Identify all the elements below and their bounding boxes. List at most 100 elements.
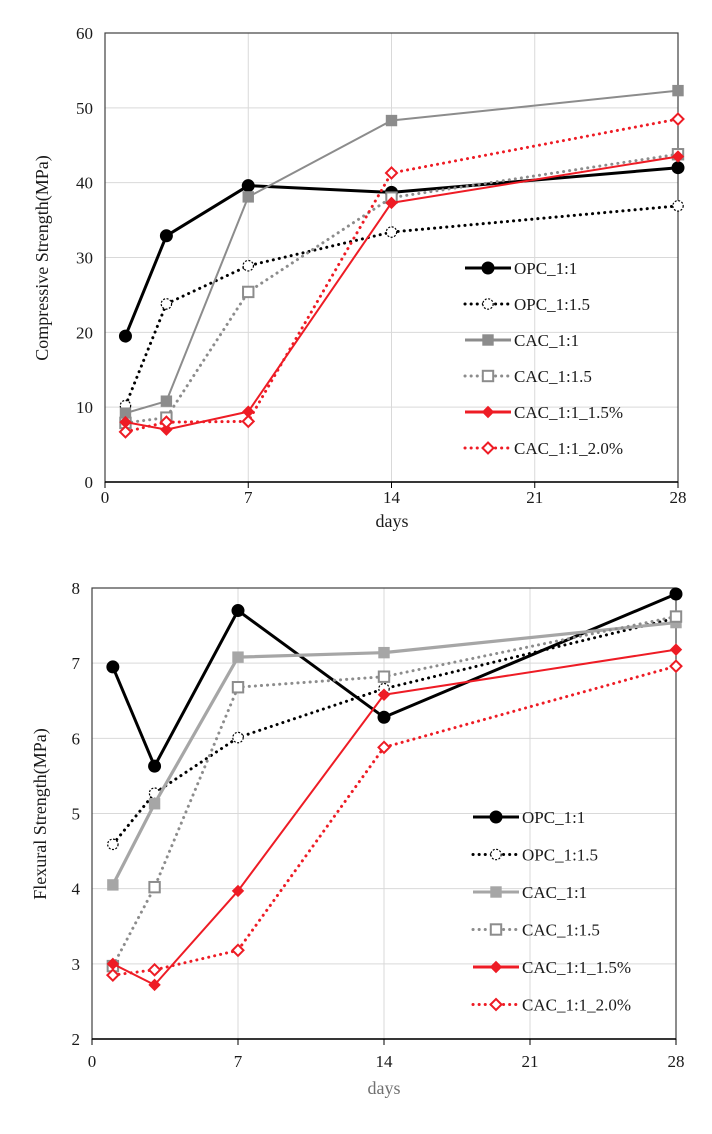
legend-item: CAC_1:1 — [465, 331, 579, 350]
series-cac-1-1-2-0- — [118, 112, 685, 439]
x-axis-label: days — [376, 511, 409, 531]
data-point — [105, 968, 120, 983]
legend-label: OPC_1:1 — [514, 259, 577, 278]
legend-label: CAC_1:1_2.0% — [514, 439, 623, 458]
data-point — [118, 424, 133, 439]
x-tick-label: 7 — [244, 488, 253, 507]
flexural-strength-chart: Flexural Strength(MPa) days 2 3 4 5 6 7 8 0 7 14 2… — [30, 579, 685, 1098]
data-point — [106, 660, 120, 674]
data-point — [377, 740, 391, 755]
series-opc-1-1 — [118, 161, 685, 343]
data-point — [671, 112, 685, 126]
data-point — [231, 681, 245, 694]
y-tick-label: 0 — [85, 473, 94, 492]
legend-item: OPC_1:1 — [473, 808, 585, 827]
data-point — [385, 114, 398, 127]
legend-marker-icon — [482, 298, 494, 310]
data-point — [242, 259, 255, 272]
series-cac-1-1-1-5- — [106, 643, 683, 992]
series-line — [124, 166, 679, 337]
legend: OPC_1:1 OPC_1:1.5 CAC_1:1 CAC_1:1.5 CAC_1:1_… — [463, 259, 623, 458]
legend-item: OPC_1:1.5 — [471, 846, 598, 865]
legend-item: CAC_1:1_1.5% — [473, 958, 631, 977]
data-point — [232, 731, 244, 744]
x-tick-label: 0 — [101, 488, 110, 507]
data-point — [669, 659, 683, 674]
series-line — [123, 117, 680, 434]
x-axis-label: days — [368, 1078, 401, 1098]
series-line — [123, 152, 680, 425]
y-tick-label: 3 — [72, 955, 81, 974]
series-line — [111, 592, 677, 768]
legend-label: CAC_1:1.5 — [514, 367, 592, 386]
legend-marker-icon — [481, 441, 495, 455]
data-point — [672, 200, 684, 212]
x-tick-label: 7 — [234, 1052, 243, 1071]
legend-marker-icon — [481, 405, 495, 419]
x-tick-label: 14 — [376, 1052, 394, 1071]
legend-item: OPC_1:1 — [465, 259, 577, 278]
data-point — [378, 646, 390, 659]
data-point — [159, 229, 173, 243]
legend-marker-icon — [481, 369, 495, 383]
legend-item: CAC_1:1.5 — [471, 921, 600, 940]
data-point — [377, 688, 391, 701]
legend-item: CAC_1:1_2.0% — [471, 996, 631, 1015]
data-point — [107, 879, 119, 891]
y-tick-label: 10 — [76, 398, 93, 417]
x-tick-label: 14 — [383, 488, 401, 507]
y-tick-label: 60 — [76, 24, 93, 43]
data-point — [231, 884, 245, 898]
data-point — [242, 285, 255, 299]
compressive-strength-chart: Compressive Strength(MPa) days 0 10 20 30 40… — [32, 24, 687, 531]
x-tick-label: 21 — [522, 1052, 539, 1071]
data-point — [159, 415, 174, 430]
y-tick-label: 40 — [76, 174, 93, 193]
series-line — [125, 155, 679, 431]
series-cac-1-1-1-5- — [119, 150, 685, 436]
data-point — [160, 423, 173, 436]
data-point — [385, 226, 398, 238]
data-point — [160, 298, 173, 310]
legend-label: CAC_1:1.5 — [522, 921, 600, 940]
data-point — [242, 191, 254, 203]
data-point — [148, 978, 161, 992]
data-point — [672, 84, 684, 97]
data-point — [231, 604, 245, 618]
legend-item: CAC_1:1_2.0% — [463, 439, 623, 458]
data-point — [148, 880, 161, 894]
y-tick-label: 6 — [72, 729, 81, 748]
legend-label: OPC_1:1.5 — [522, 846, 598, 865]
data-point — [671, 161, 685, 175]
y-tick-label: 4 — [72, 880, 81, 899]
legend-marker-icon — [489, 997, 503, 1012]
y-tick-label: 8 — [72, 579, 81, 598]
data-point — [384, 166, 399, 180]
legend-marker-icon — [490, 886, 502, 898]
legend-marker-icon — [489, 960, 503, 974]
legend-label: CAC_1:1 — [514, 331, 579, 350]
x-tick-label: 21 — [526, 488, 543, 507]
legend-item: OPC_1:1.5 — [463, 295, 590, 314]
legend-item: CAC_1:1.5 — [463, 367, 592, 386]
data-point — [148, 798, 161, 810]
y-tick-label: 2 — [72, 1030, 81, 1049]
data-point — [377, 710, 391, 724]
series-line — [125, 89, 679, 415]
y-tick-label: 7 — [72, 654, 81, 673]
legend-marker-icon — [482, 334, 494, 346]
legend-marker-icon — [481, 261, 495, 275]
series-cac-1-1-2-0- — [105, 659, 683, 983]
legend-marker-icon — [490, 848, 502, 861]
legend-label: CAC_1:1 — [522, 883, 587, 902]
x-tick-label: 28 — [668, 1052, 685, 1071]
data-point — [232, 651, 244, 663]
data-point — [231, 943, 245, 958]
data-point — [241, 414, 256, 429]
y-tick-label: 50 — [76, 99, 93, 118]
data-point — [669, 587, 683, 601]
legend-label: CAC_1:1_1.5% — [522, 958, 631, 977]
data-point — [377, 670, 391, 683]
series-line — [123, 204, 680, 408]
series-cac-1-1 — [119, 84, 684, 419]
